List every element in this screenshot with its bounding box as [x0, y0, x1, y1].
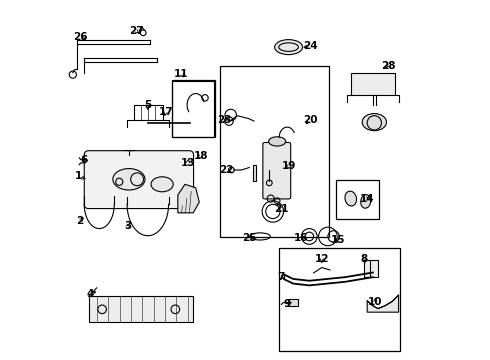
Ellipse shape — [362, 113, 387, 131]
Bar — [89, 296, 193, 322]
Ellipse shape — [269, 137, 286, 146]
Bar — [364, 260, 378, 277]
Text: 13: 13 — [181, 158, 195, 168]
Text: 23: 23 — [217, 115, 232, 125]
Text: 5: 5 — [144, 100, 151, 110]
Text: 9: 9 — [284, 299, 291, 309]
Ellipse shape — [345, 191, 357, 206]
FancyBboxPatch shape — [263, 143, 291, 199]
Text: 22: 22 — [219, 165, 234, 175]
Text: 6: 6 — [81, 156, 88, 165]
Bar — [336, 180, 379, 219]
Text: 19: 19 — [281, 161, 296, 171]
Text: 24: 24 — [303, 41, 318, 51]
Bar — [85, 157, 95, 163]
Bar — [253, 165, 256, 181]
Bar — [172, 81, 214, 137]
Text: 12: 12 — [315, 254, 329, 264]
Text: 27: 27 — [129, 26, 144, 36]
Polygon shape — [178, 184, 199, 213]
Text: 18: 18 — [194, 151, 209, 161]
Ellipse shape — [361, 195, 371, 208]
Text: 8: 8 — [360, 254, 367, 264]
Text: 21: 21 — [274, 204, 289, 214]
Text: 17: 17 — [158, 107, 173, 117]
Bar — [134, 105, 163, 120]
Bar — [279, 248, 400, 351]
Text: 26: 26 — [74, 32, 88, 42]
Text: 7: 7 — [278, 272, 285, 282]
Text: 10: 10 — [368, 297, 383, 307]
Text: 16: 16 — [294, 233, 309, 243]
Polygon shape — [367, 295, 398, 312]
Text: 28: 28 — [381, 61, 396, 71]
Text: 25: 25 — [242, 233, 257, 243]
Text: 2: 2 — [76, 216, 84, 226]
Text: 14: 14 — [360, 194, 374, 203]
Text: 15: 15 — [331, 235, 345, 245]
Text: 3: 3 — [124, 221, 131, 231]
Bar — [288, 299, 298, 306]
Ellipse shape — [151, 177, 173, 192]
Text: 1: 1 — [75, 171, 82, 181]
Bar — [351, 73, 395, 95]
Text: 20: 20 — [303, 115, 317, 125]
Bar — [220, 66, 329, 237]
Text: 11: 11 — [174, 68, 189, 78]
FancyBboxPatch shape — [84, 151, 194, 208]
Ellipse shape — [275, 40, 302, 55]
Bar — [172, 80, 215, 137]
Ellipse shape — [113, 168, 145, 190]
Text: 4: 4 — [87, 289, 95, 298]
